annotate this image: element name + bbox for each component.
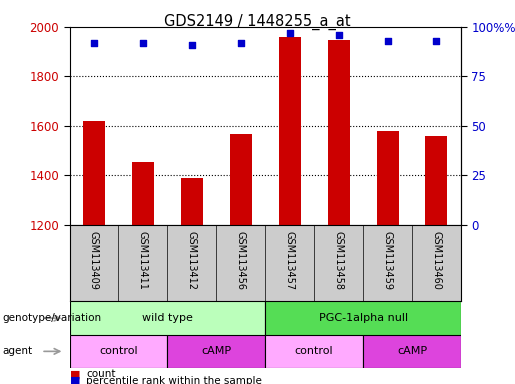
Text: count: count — [86, 369, 115, 379]
Point — [383, 38, 391, 44]
Point — [285, 30, 294, 36]
Bar — [279, 37, 301, 225]
Text: GDS2149 / 1448255_a_at: GDS2149 / 1448255_a_at — [164, 13, 351, 30]
Point — [236, 40, 245, 46]
Text: GSM113460: GSM113460 — [432, 231, 441, 290]
Text: control: control — [99, 346, 138, 356]
Text: GSM113459: GSM113459 — [383, 231, 392, 290]
Bar — [425, 136, 448, 225]
Text: ■: ■ — [70, 376, 80, 384]
Bar — [70, 301, 265, 335]
Text: percentile rank within the sample: percentile rank within the sample — [86, 376, 262, 384]
Bar — [230, 134, 252, 225]
Bar — [181, 178, 203, 225]
Text: control: control — [295, 346, 334, 356]
Point — [187, 41, 196, 48]
Text: cAMP: cAMP — [201, 346, 231, 356]
Bar — [363, 335, 461, 368]
Point — [90, 40, 98, 46]
Point — [139, 40, 147, 46]
Text: agent: agent — [3, 346, 32, 356]
Text: cAMP: cAMP — [397, 346, 427, 356]
Text: wild type: wild type — [142, 313, 193, 323]
Bar — [83, 121, 105, 225]
Bar — [328, 40, 350, 225]
Bar — [167, 335, 265, 368]
Text: GSM113456: GSM113456 — [236, 231, 246, 290]
Text: GSM113458: GSM113458 — [334, 231, 344, 290]
Text: PGC-1alpha null: PGC-1alpha null — [318, 313, 408, 323]
Text: genotype/variation: genotype/variation — [3, 313, 101, 323]
Bar — [265, 335, 363, 368]
Bar — [265, 301, 461, 335]
Bar — [132, 162, 154, 225]
Point — [432, 38, 440, 44]
Text: GSM113412: GSM113412 — [187, 231, 197, 290]
Bar — [70, 335, 167, 368]
Text: GSM113457: GSM113457 — [285, 231, 295, 290]
Bar — [376, 131, 399, 225]
Text: GSM113411: GSM113411 — [138, 231, 148, 290]
Point — [335, 32, 343, 38]
Text: ■: ■ — [70, 369, 80, 379]
Text: GSM113409: GSM113409 — [89, 231, 99, 290]
